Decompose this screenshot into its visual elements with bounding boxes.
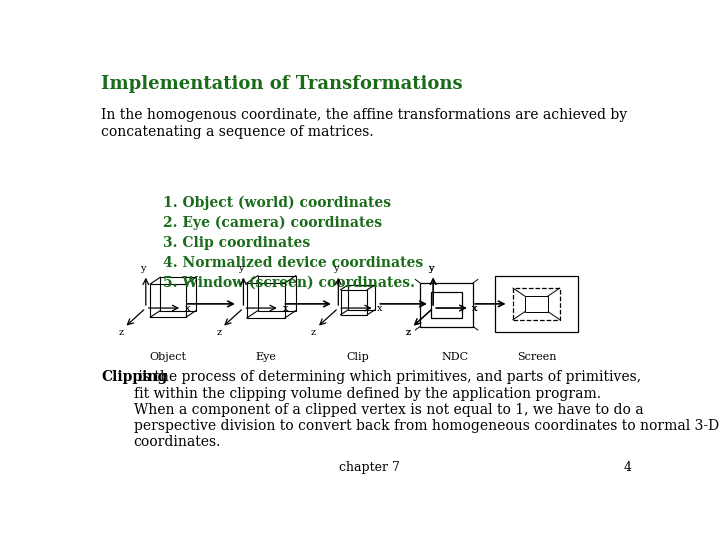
Text: chapter 7: chapter 7 [338, 461, 400, 474]
Text: NDC: NDC [442, 352, 469, 362]
Text: 2. Eye (camera) coordinates: 2. Eye (camera) coordinates [163, 216, 382, 230]
Text: y: y [428, 264, 433, 273]
Text: y: y [140, 264, 145, 273]
Text: 5. Window (screen) coordinates.: 5. Window (screen) coordinates. [163, 275, 415, 289]
Text: y: y [333, 264, 338, 273]
Text: z: z [406, 328, 411, 337]
Text: z: z [406, 328, 411, 337]
Text: x: x [282, 303, 288, 313]
Text: 4. Normalized device coordinates: 4. Normalized device coordinates [163, 255, 423, 269]
Text: In the homogenous coordinate, the affine transformations are achieved by
concate: In the homogenous coordinate, the affine… [101, 109, 627, 139]
Text: Implementation of Transformations: Implementation of Transformations [101, 75, 463, 93]
Text: is the process of determining which primitives, and parts of primitives,
fit wit: is the process of determining which prim… [133, 370, 719, 449]
Text: Clipping: Clipping [101, 370, 168, 384]
Text: y: y [428, 264, 433, 273]
Text: Clip: Clip [346, 352, 369, 362]
Text: z: z [311, 328, 316, 337]
Text: z: z [119, 328, 124, 337]
Text: z: z [216, 328, 221, 337]
Text: 3. Clip coordinates: 3. Clip coordinates [163, 235, 310, 249]
Text: x: x [472, 303, 478, 313]
Text: Eye: Eye [256, 352, 276, 362]
Text: 4: 4 [624, 461, 631, 474]
Text: Object: Object [150, 352, 186, 362]
Text: Screen: Screen [517, 352, 556, 362]
Text: x: x [472, 303, 478, 313]
Text: y: y [238, 264, 243, 273]
Text: x: x [377, 303, 383, 313]
Text: 1. Object (world) coordinates: 1. Object (world) coordinates [163, 196, 391, 210]
Text: x: x [185, 303, 190, 313]
